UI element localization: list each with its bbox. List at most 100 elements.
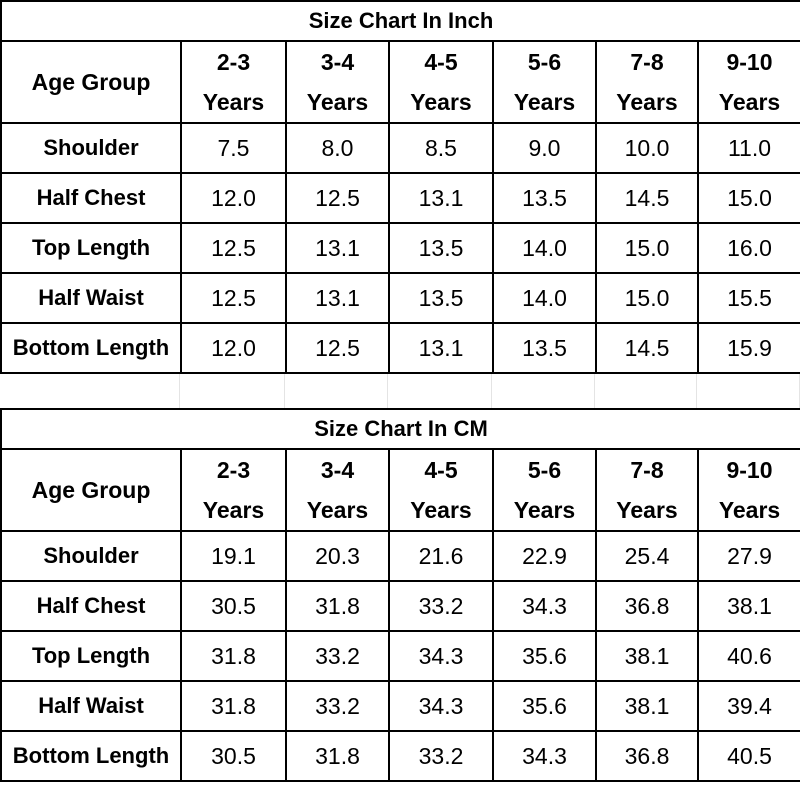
value-cell: 15.9: [697, 322, 800, 374]
age-range: 3-4 Years: [306, 457, 369, 523]
value-cell: 13.1: [388, 172, 494, 224]
value-cell: 13.1: [388, 322, 494, 374]
header-cell: 4-5 Years: [388, 40, 494, 124]
value-cell: 13.5: [492, 172, 597, 224]
age-range: 4-5 Years: [410, 49, 472, 115]
measure-row: Half Chest 30.5 31.8 33.2 34.3 36.8 38.1: [0, 580, 800, 632]
title-row: Size Chart In Inch: [0, 0, 800, 42]
row-label: Shoulder: [0, 122, 182, 174]
value-cell: 7.5: [180, 122, 287, 174]
row-label: Top Length: [0, 630, 182, 682]
header-cell: 5-6 Years: [492, 448, 597, 532]
header-label: Age Group: [0, 448, 182, 532]
value-cell: 34.3: [388, 630, 494, 682]
measure-row: Bottom Length 12.0 12.5 13.1 13.5 14.5 15.9: [0, 322, 800, 374]
header-cell: 3-4 Years: [285, 40, 390, 124]
value-cell: 14.0: [492, 222, 597, 274]
age-range: 2-3 Years: [202, 457, 265, 523]
value-cell: 36.8: [595, 580, 699, 632]
value-cell: 25.4: [595, 530, 699, 582]
header-cell: 2-3 Years: [180, 40, 287, 124]
row-label: Shoulder: [0, 530, 182, 582]
value-cell: 40.5: [696, 730, 800, 782]
value-cell: 15.0: [595, 222, 699, 274]
header-label: Age Group: [0, 40, 182, 124]
value-cell: 12.0: [180, 172, 287, 224]
header-cell: 4-5 Years: [388, 448, 494, 532]
value-cell: 11.0: [697, 122, 800, 174]
value-cell: 34.3: [492, 730, 597, 782]
value-cell: 12.5: [285, 172, 390, 224]
value-cell: 10.0: [595, 122, 699, 174]
table-title: Size Chart In Inch: [0, 0, 800, 42]
value-cell: 14.5: [595, 322, 699, 374]
value-cell: 33.2: [285, 630, 390, 682]
measure-row: Bottom Length 30.5 31.8 33.2 34.3 36.8 40.5: [0, 730, 800, 782]
header-cell: 5-6 Years: [492, 40, 597, 124]
value-cell: 30.5: [180, 730, 287, 782]
value-cell: 33.2: [285, 680, 390, 732]
value-cell: 16.0: [697, 222, 800, 274]
age-range: 5-6 Years: [513, 457, 576, 523]
age-range: 3-4 Years: [306, 49, 369, 115]
value-cell: 12.5: [180, 222, 287, 274]
age-range: 5-6 Years: [513, 49, 576, 115]
value-cell: 35.6: [492, 680, 597, 732]
value-cell: 13.1: [285, 272, 390, 324]
value-cell: 33.2: [388, 580, 494, 632]
value-cell: 14.5: [595, 172, 699, 224]
value-cell: 31.8: [285, 580, 390, 632]
value-cell: 34.3: [388, 680, 494, 732]
row-label: Half Chest: [0, 580, 182, 632]
value-cell: 15.0: [595, 272, 699, 324]
value-cell: 38.1: [595, 630, 699, 682]
value-cell: 12.0: [180, 322, 287, 374]
age-range: 2-3 Years: [202, 49, 265, 115]
age-range: 7-8 Years: [616, 457, 678, 523]
value-cell: 31.8: [285, 730, 390, 782]
value-cell: 21.6: [388, 530, 494, 582]
row-label: Bottom Length: [0, 730, 182, 782]
value-cell: 13.5: [388, 222, 494, 274]
age-range: 9-10 Years: [718, 457, 781, 523]
value-cell: 33.2: [388, 730, 494, 782]
value-cell: 38.1: [595, 680, 699, 732]
value-cell: 9.0: [492, 122, 597, 174]
value-cell: 12.5: [285, 322, 390, 374]
value-cell: 8.0: [285, 122, 390, 174]
header-cell: 7-8 Years: [595, 448, 699, 532]
value-cell: 8.5: [388, 122, 494, 174]
row-label: Bottom Length: [0, 322, 182, 374]
value-cell: 40.6: [696, 630, 800, 682]
value-cell: 39.4: [696, 680, 800, 732]
header-cell: 3-4 Years: [285, 448, 390, 532]
header-cell: 2-3 Years: [180, 448, 287, 532]
size-table: Size Chart In CM Age Group 2-3 Years 3-4 Ye…: [0, 408, 800, 782]
size-charts: Size Chart In Inch Age Group 2-3 Years 3-4 …: [0, 0, 800, 782]
measure-row: Half Waist 31.8 33.2 34.3 35.6 38.1 39.4: [0, 680, 800, 732]
value-cell: 31.8: [180, 680, 287, 732]
value-cell: 13.5: [492, 322, 597, 374]
value-cell: 19.1: [180, 530, 287, 582]
header-cell: 7-8 Years: [595, 40, 699, 124]
value-cell: 15.0: [697, 172, 800, 224]
measure-row: Top Length 12.5 13.1 13.5 14.0 15.0 16.0: [0, 222, 800, 274]
row-label: Half Waist: [0, 272, 182, 324]
header-row: Age Group 2-3 Years 3-4 Years 4-5 Years 5-6 …: [0, 448, 800, 532]
value-cell: 13.1: [285, 222, 390, 274]
size-table: Size Chart In Inch Age Group 2-3 Years 3-4 …: [0, 0, 800, 374]
header-row: Age Group 2-3 Years 3-4 Years 4-5 Years 5-6 …: [0, 40, 800, 124]
measure-row: Half Waist 12.5 13.1 13.5 14.0 15.0 15.5: [0, 272, 800, 324]
value-cell: 15.5: [697, 272, 800, 324]
age-range: 7-8 Years: [616, 49, 678, 115]
row-label: Top Length: [0, 222, 182, 274]
age-range: 4-5 Years: [410, 457, 472, 523]
value-cell: 13.5: [388, 272, 494, 324]
table-title: Size Chart In CM: [0, 408, 800, 450]
measure-row: Half Chest 12.0 12.5 13.1 13.5 14.5 15.0: [0, 172, 800, 224]
value-cell: 38.1: [696, 580, 800, 632]
value-cell: 30.5: [180, 580, 287, 632]
value-cell: 36.8: [595, 730, 699, 782]
value-cell: 35.6: [492, 630, 597, 682]
